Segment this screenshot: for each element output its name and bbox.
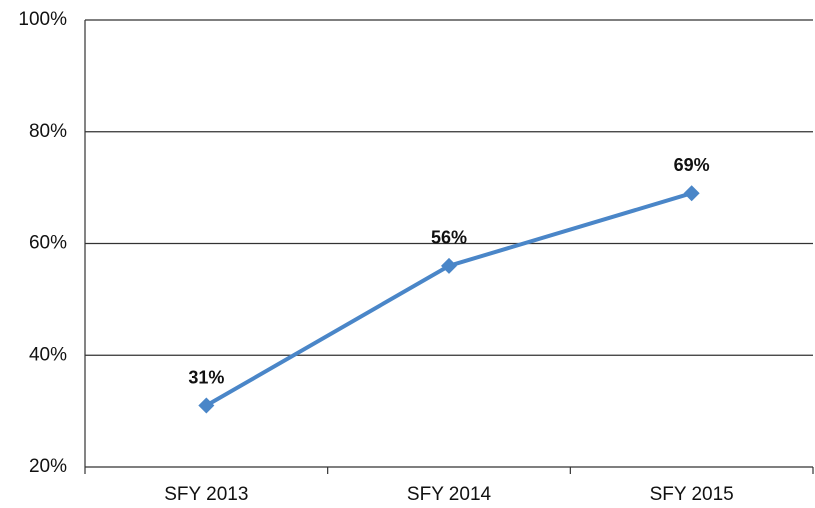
data-label: 56% [431, 228, 467, 248]
point-marker [198, 397, 215, 414]
x-tick-label: SFY 2014 [407, 484, 492, 505]
y-tick-label: 40% [29, 344, 67, 365]
point-marker [683, 185, 700, 202]
point-marker [441, 257, 457, 274]
data-label: 69% [674, 155, 710, 175]
x-tick-label: SFY 2015 [650, 484, 734, 505]
y-tick-label: 100% [18, 9, 67, 30]
line [205, 191, 693, 408]
data-label: 31% [188, 367, 224, 387]
x-tick-label: SFY 2013 [164, 484, 248, 505]
y-tick-label: 60% [29, 233, 67, 254]
y-tick-label: 80% [29, 121, 67, 142]
y-tick-label: 20% [29, 456, 67, 477]
